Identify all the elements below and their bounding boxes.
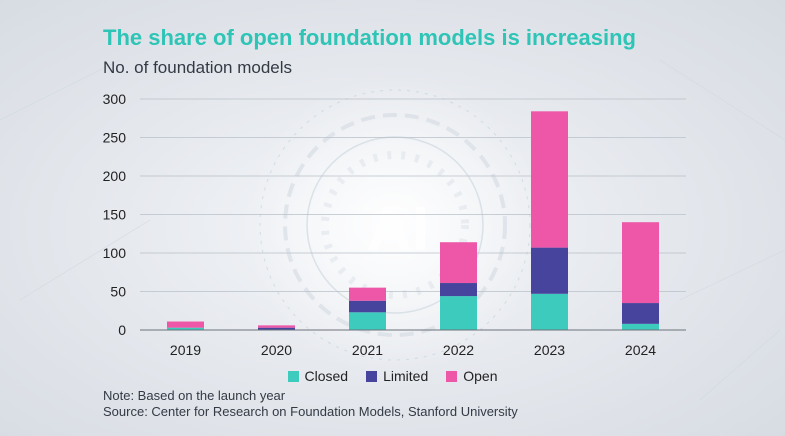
legend-swatch-open — [446, 370, 458, 382]
x-tick-label: 2020 — [261, 342, 292, 358]
y-tick-label: 200 — [103, 168, 127, 184]
y-axis-ticks: 0 50 100 150 200 250 300 — [103, 91, 127, 338]
ai-watermark: AI — [367, 195, 429, 264]
bar-open-2023 — [531, 111, 568, 248]
legend-label-limited: Limited — [383, 368, 429, 384]
y-tick-label: 250 — [103, 130, 127, 146]
y-tick-label: 50 — [110, 284, 126, 300]
x-tick-label: 2022 — [443, 342, 474, 358]
footnote-source: Source: Center for Research on Foundatio… — [103, 404, 518, 419]
x-tick-label: 2019 — [170, 342, 201, 358]
legend-label-open: Open — [463, 368, 498, 384]
legend-swatch-limited — [366, 370, 378, 382]
bar-limited-2020 — [258, 327, 295, 330]
legend: Closed Limited Open — [0, 368, 785, 384]
bar-open-2021 — [349, 287, 386, 301]
bar-limited-2021 — [349, 300, 386, 313]
legend-item-open: Open — [446, 368, 497, 384]
bar-open-2019 — [167, 321, 204, 328]
bar-closed-2022 — [440, 296, 477, 330]
chart-title: The share of open foundation models is i… — [103, 25, 636, 50]
bar-limited-2024 — [622, 303, 659, 324]
bar-closed-2019 — [167, 327, 204, 330]
footnote-note: Note: Based on the launch year — [103, 388, 286, 403]
bar-open-2020 — [258, 325, 295, 328]
bar-limited-2022 — [440, 283, 477, 297]
bar-limited-2023 — [531, 247, 568, 294]
y-tick-label: 300 — [103, 91, 127, 107]
x-tick-label: 2021 — [352, 342, 383, 358]
bar-closed-2021 — [349, 312, 386, 330]
bar-open-2024 — [622, 222, 659, 304]
y-tick-label: 100 — [103, 245, 127, 261]
bars — [167, 111, 659, 330]
legend-label-closed: Closed — [304, 368, 349, 384]
x-tick-label: 2024 — [625, 342, 656, 358]
gridlines — [140, 98, 686, 292]
y-tick-label: 0 — [118, 322, 126, 338]
legend-swatch-closed — [287, 370, 299, 382]
x-tick-label: 2023 — [534, 342, 565, 358]
legend-item-limited: Limited — [366, 368, 428, 384]
bar-closed-2024 — [622, 323, 659, 330]
y-axis-label: No. of foundation models — [103, 58, 293, 77]
legend-item-closed: Closed — [287, 368, 349, 384]
bar-closed-2023 — [531, 293, 568, 330]
bar-open-2022 — [440, 242, 477, 284]
x-axis-ticks: 2019 2020 2021 2022 2023 2024 — [170, 342, 656, 358]
y-tick-label: 150 — [103, 207, 127, 223]
